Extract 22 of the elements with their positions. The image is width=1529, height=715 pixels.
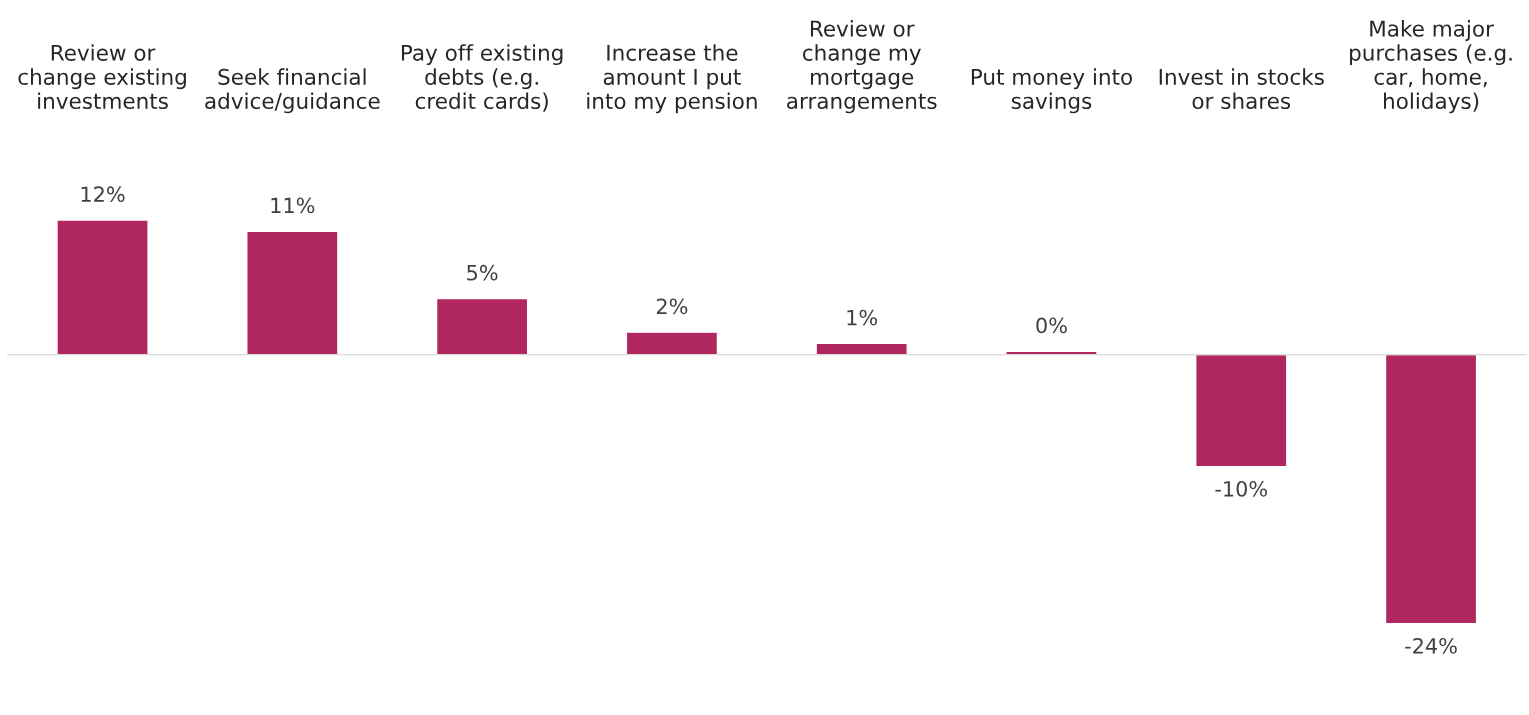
- x-tick-label: Increase the amount I put into my pension: [587, 44, 757, 114]
- bar: [1195, 353, 1288, 468]
- data-label: 0%: [1036, 317, 1067, 334]
- x-tick-label: Put money into savings: [971, 68, 1132, 114]
- x-tick-label: Review or change existing investments: [18, 44, 186, 110]
- data-label: 2%: [656, 298, 688, 315]
- bar: [625, 331, 719, 356]
- data-label: -10%: [1215, 480, 1268, 497]
- x-tick-label: Seek financial advice/guidance: [205, 68, 380, 114]
- bar: [246, 230, 339, 356]
- data-label: -24%: [1405, 637, 1457, 654]
- bar: [1384, 353, 1478, 625]
- data-label: 12%: [81, 186, 125, 203]
- data-label: 1%: [847, 309, 878, 326]
- x-tick-label: Review or change my mortgage arrangements: [787, 20, 937, 114]
- bar: [435, 297, 529, 356]
- x-tick-label: Pay off existing debts (e.g. credit cards): [401, 44, 563, 112]
- bar: [56, 219, 149, 356]
- x-tick-label: Make major purchases (e.g. car, home, holidays): [1350, 20, 1512, 114]
- data-label: 5%: [467, 264, 498, 281]
- x-tick-label: Invest in stocks or shares: [1159, 68, 1324, 110]
- data-label: 11%: [271, 197, 315, 214]
